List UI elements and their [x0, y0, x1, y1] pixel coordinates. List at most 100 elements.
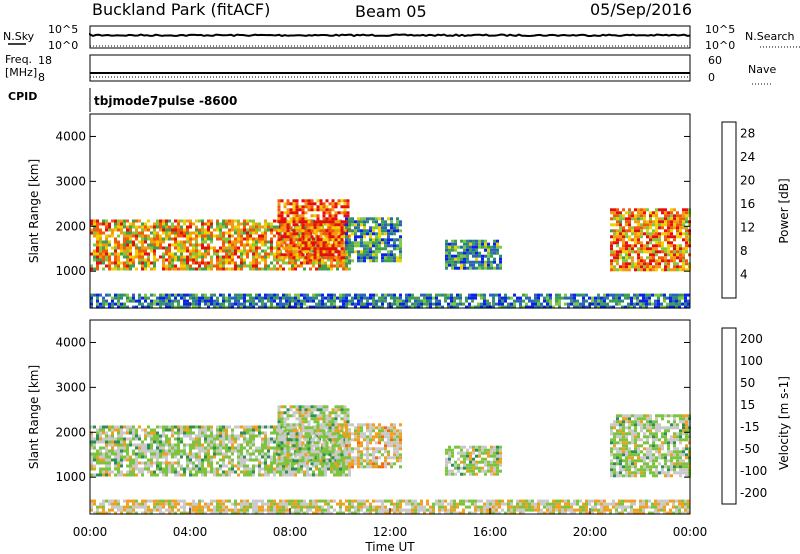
- echo-cell: [351, 244, 354, 248]
- echo-cell: [177, 258, 180, 262]
- echo-cell: [345, 473, 348, 477]
- echo-cell: [591, 299, 594, 303]
- echo-cell: [477, 302, 480, 306]
- echo-cell: [198, 302, 201, 306]
- echo-cell: [348, 462, 351, 466]
- echo-cell: [225, 237, 228, 241]
- echo-cell: [619, 211, 622, 215]
- echo-cell: [219, 258, 222, 262]
- echo-cell: [189, 452, 192, 456]
- echo-cell: [478, 263, 481, 267]
- echo-cell: [168, 228, 171, 232]
- echo-cell: [451, 245, 454, 249]
- echo-cell: [487, 266, 490, 270]
- echo-cell: [510, 305, 513, 309]
- echo-cell: [219, 255, 222, 259]
- echo-cell: [276, 305, 279, 309]
- echo-cell: [652, 223, 655, 227]
- echo-cell: [460, 254, 463, 258]
- echo-cell: [295, 423, 299, 427]
- echo-cell: [490, 266, 493, 270]
- echo-cell: [658, 235, 661, 239]
- echo-cell: [231, 302, 234, 306]
- echo-cell: [490, 251, 493, 255]
- echo-cell: [201, 464, 204, 468]
- echo-cell: [294, 455, 297, 459]
- echo-cell: [168, 470, 171, 474]
- echo-cell: [243, 425, 246, 429]
- echo-cell: [180, 246, 183, 250]
- echo-cell: [487, 263, 490, 267]
- echo-cell: [322, 447, 326, 451]
- echo-cell: [273, 258, 276, 262]
- echo-cell: [280, 441, 284, 445]
- echo-cell: [225, 470, 228, 474]
- echo-cell: [417, 299, 420, 303]
- echo-cell: [141, 461, 144, 465]
- echo-cell: [649, 259, 652, 263]
- echo-cell: [336, 464, 339, 468]
- echo-cell: [135, 455, 138, 459]
- echo-cell: [108, 234, 111, 238]
- echo-cell: [147, 261, 150, 265]
- echo-cell: [336, 267, 339, 271]
- echo-cell: [357, 293, 360, 297]
- echo-cell: [171, 243, 174, 247]
- echo-cell: [231, 467, 234, 471]
- echo-cell: [682, 226, 685, 230]
- echo-cell: [319, 429, 323, 433]
- echo-cell: [487, 469, 490, 473]
- echo-cell: [286, 214, 290, 218]
- echo-cell: [652, 229, 655, 233]
- echo-cell: [237, 434, 240, 438]
- echo-cell: [667, 238, 670, 242]
- echo-cell: [171, 455, 174, 459]
- echo-cell: [441, 305, 444, 309]
- echo-cell: [93, 443, 96, 447]
- echo-cell: [138, 293, 141, 297]
- echo-cell: [670, 253, 673, 257]
- echo-cell: [472, 451, 475, 455]
- echo-cell: [399, 223, 402, 227]
- echo-cell: [396, 305, 399, 309]
- echo-cell: [333, 299, 336, 303]
- echo-cell: [246, 437, 249, 441]
- echo-cell: [144, 228, 147, 232]
- echo-cell: [304, 235, 308, 239]
- echo-cell: [280, 444, 284, 448]
- echo-cell: [117, 299, 120, 303]
- echo-cell: [108, 428, 111, 432]
- echo-cell: [102, 425, 105, 429]
- echo-cell: [120, 225, 123, 229]
- echo-cell: [448, 454, 451, 458]
- echo-cell: [469, 445, 472, 449]
- echo-cell: [660, 302, 663, 306]
- echo-cell: [337, 453, 341, 457]
- echo-cell: [360, 450, 363, 454]
- echo-cell: [393, 462, 396, 466]
- echo-cell: [640, 256, 643, 260]
- echo-cell: [280, 223, 284, 227]
- echo-cell: [96, 258, 99, 262]
- echo-cell: [243, 261, 246, 265]
- echo-cell: [357, 462, 360, 466]
- echo-cell: [135, 458, 138, 462]
- echo-cell: [277, 217, 281, 221]
- echo-cell: [298, 405, 302, 409]
- echo-cell: [304, 444, 308, 448]
- echo-cell: [475, 239, 478, 243]
- echo-cell: [207, 446, 210, 450]
- echo-cell: [264, 249, 267, 253]
- echo-cell: [183, 249, 186, 253]
- echo-cell: [472, 263, 475, 267]
- echo-cell: [334, 223, 338, 227]
- echo-cell: [277, 220, 281, 224]
- echo-cell: [123, 231, 126, 235]
- echo-cell: [682, 253, 685, 257]
- echo-cell: [411, 296, 414, 300]
- echo-cell: [117, 473, 120, 477]
- echo-cell: [393, 456, 396, 460]
- echo-cell: [325, 414, 329, 418]
- echo-cell: [126, 234, 129, 238]
- echo-cell: [150, 246, 153, 250]
